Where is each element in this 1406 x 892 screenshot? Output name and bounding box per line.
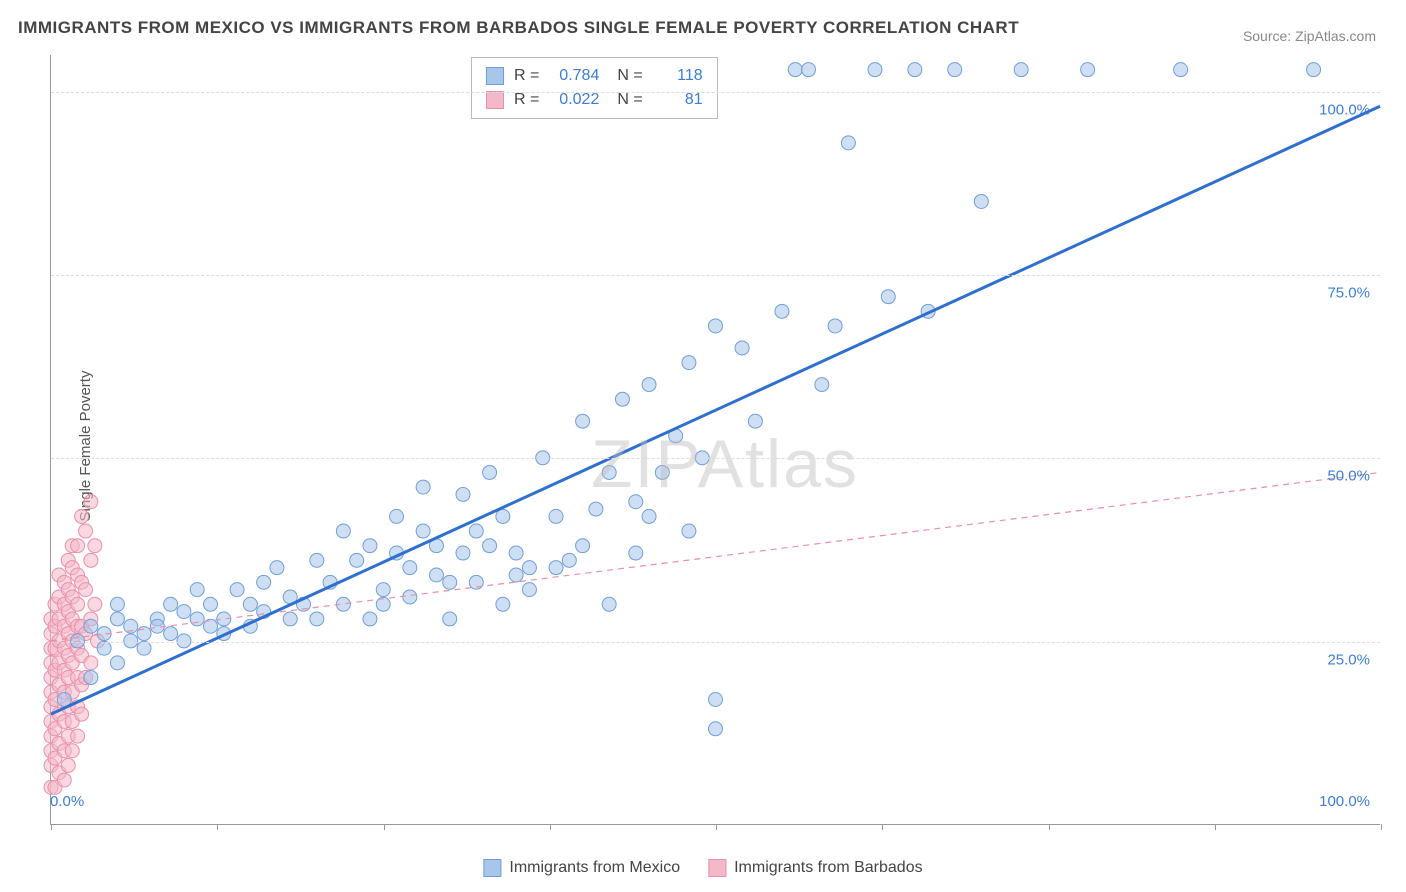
xtick bbox=[882, 824, 883, 830]
stat-n-label: N = bbox=[617, 64, 642, 88]
stat-n-value-1: 118 bbox=[653, 64, 703, 88]
xtick bbox=[1215, 824, 1216, 830]
xtick bbox=[217, 824, 218, 830]
chart-title: IMMIGRANTS FROM MEXICO VS IMMIGRANTS FRO… bbox=[18, 18, 1019, 38]
chart-svg bbox=[51, 55, 1380, 824]
stats-legend-box: R = 0.784 N = 118 R = 0.022 N = 81 bbox=[471, 57, 718, 119]
legend-item-series2: Immigrants from Barbados bbox=[708, 859, 923, 877]
xtick bbox=[1381, 824, 1382, 830]
source-label: Source: ZipAtlas.com bbox=[1243, 28, 1376, 44]
gridline bbox=[51, 642, 1380, 643]
legend-item-series1: Immigrants from Mexico bbox=[483, 859, 680, 877]
stat-r-label: R = bbox=[514, 64, 539, 88]
x-max-label: 100.0% bbox=[1319, 793, 1370, 810]
ytick-label: 25.0% bbox=[1327, 651, 1370, 668]
ytick-label: 100.0% bbox=[1319, 101, 1370, 118]
ytick-label: 50.0% bbox=[1327, 468, 1370, 485]
ytick-label: 75.0% bbox=[1327, 285, 1370, 302]
xtick bbox=[384, 824, 385, 830]
gridline bbox=[51, 275, 1380, 276]
bottom-legend: Immigrants from Mexico Immigrants from B… bbox=[483, 859, 922, 877]
legend-swatch-2-icon bbox=[708, 859, 726, 877]
gridline bbox=[51, 458, 1380, 459]
stats-row-series1: R = 0.784 N = 118 bbox=[486, 64, 703, 88]
stat-r-value-1: 0.784 bbox=[549, 64, 599, 88]
swatch-series2-icon bbox=[486, 91, 504, 109]
plot-area: ZIPAtlas R = 0.784 N = 118 R = 0.022 N =… bbox=[50, 55, 1380, 825]
swatch-series1-icon bbox=[486, 67, 504, 85]
legend-label-2: Immigrants from Barbados bbox=[734, 859, 923, 877]
xtick bbox=[51, 824, 52, 830]
gridline bbox=[51, 92, 1380, 93]
legend-swatch-1-icon bbox=[483, 859, 501, 877]
xtick bbox=[716, 824, 717, 830]
xtick bbox=[550, 824, 551, 830]
legend-label-1: Immigrants from Mexico bbox=[509, 859, 680, 877]
x-min-label: 0.0% bbox=[50, 793, 84, 810]
xtick bbox=[1049, 824, 1050, 830]
